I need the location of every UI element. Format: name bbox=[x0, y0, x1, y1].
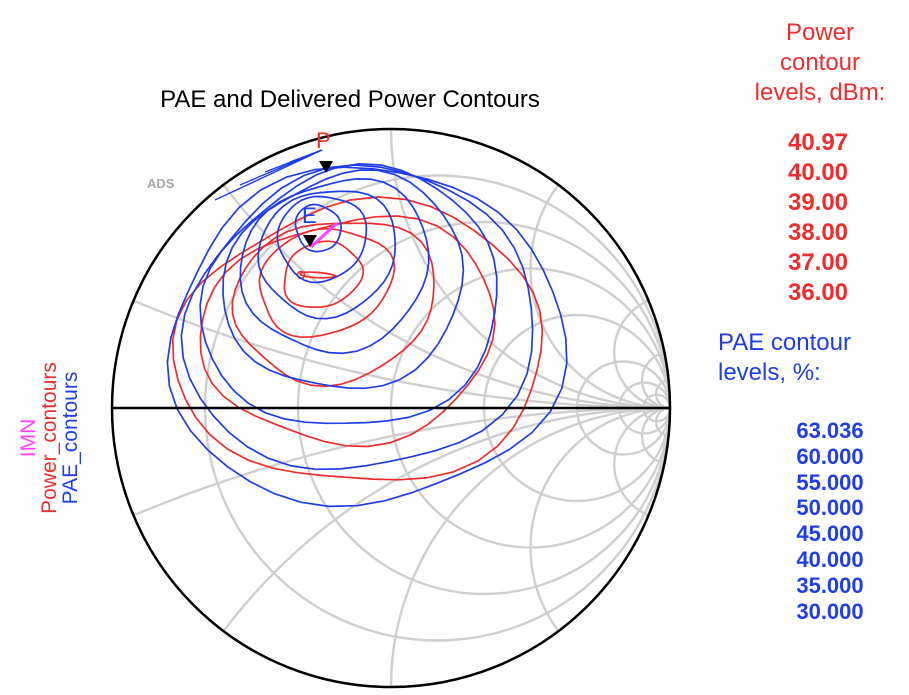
legend-imn: IMN bbox=[17, 418, 40, 458]
power-contour-line bbox=[171, 196, 544, 481]
power-level-list: 40.97 40.00 39.00 38.00 37.00 36.00 bbox=[758, 128, 878, 308]
power-level: 36.00 bbox=[787, 279, 849, 306]
pae-contour-line bbox=[276, 195, 368, 284]
pae-header-line1: PAE contour bbox=[718, 329, 851, 356]
reactance-arc-lower bbox=[529, 406, 670, 687]
legend-power-contours: Power_contours bbox=[38, 362, 61, 514]
power-contour-peak bbox=[299, 271, 338, 279]
power-level: 39.00 bbox=[787, 189, 849, 216]
pae-level: 40.000 bbox=[796, 546, 864, 572]
power-header-line2: contour bbox=[779, 49, 861, 76]
pae-level: 63.036 bbox=[796, 418, 864, 443]
legend-pae-contours: PAE_contours bbox=[59, 371, 82, 505]
pae-contour-converge bbox=[289, 149, 323, 163]
power-contour-line bbox=[199, 215, 496, 448]
power-levels-header: Power contour levels, dBm: bbox=[730, 18, 909, 108]
reactance-arc-upper bbox=[613, 295, 670, 410]
power-level: 40.00 bbox=[787, 159, 849, 186]
chart-title: PAE and Delivered Power Contours bbox=[160, 86, 540, 113]
pae-contour-line bbox=[222, 169, 465, 390]
ads-watermark: ADS bbox=[147, 176, 175, 191]
marker-p-triangle bbox=[319, 161, 333, 173]
power-level: 40.97 bbox=[787, 129, 849, 156]
marker-e-label: E bbox=[302, 203, 317, 228]
pae-contour-line bbox=[239, 178, 430, 355]
pae-level: 35.000 bbox=[796, 572, 864, 598]
power-contour-line bbox=[258, 227, 396, 339]
contour-traces bbox=[166, 149, 568, 508]
pae-header-line2: levels, %: bbox=[718, 359, 821, 386]
power-level: 38.00 bbox=[787, 219, 849, 246]
reactance-arc-upper bbox=[529, 129, 670, 410]
trace-label-legend: IMN Power_contours PAE_contours bbox=[17, 298, 102, 578]
marker-e-triangle bbox=[303, 235, 317, 247]
pae-level: 45.000 bbox=[796, 521, 864, 547]
pae-contour-line bbox=[199, 162, 498, 425]
pae-level-list: 63.036 60.000 55.000 50.000 45.000 40.00… bbox=[770, 418, 890, 624]
marker-p-label: P bbox=[316, 128, 331, 153]
pae-level: 50.000 bbox=[796, 495, 864, 521]
pae-level: 55.000 bbox=[796, 469, 864, 495]
pae-levels-header: PAE contour levels, %: bbox=[718, 328, 851, 388]
pae-level: 60.000 bbox=[796, 443, 864, 469]
pae-contour-line bbox=[294, 203, 342, 253]
reactance-arc-lower bbox=[613, 406, 670, 521]
power-header-line1: Power bbox=[785, 19, 855, 46]
smith-outline bbox=[110, 127, 672, 689]
power-header-line3: levels, dBm: bbox=[754, 79, 886, 106]
pae-level: 30.000 bbox=[796, 598, 864, 624]
imn-trace bbox=[309, 221, 339, 249]
power-contour-line bbox=[283, 240, 365, 309]
pae-contour-line bbox=[257, 190, 397, 320]
power-level: 37.00 bbox=[787, 249, 849, 276]
pae-contour-line bbox=[166, 166, 568, 508]
